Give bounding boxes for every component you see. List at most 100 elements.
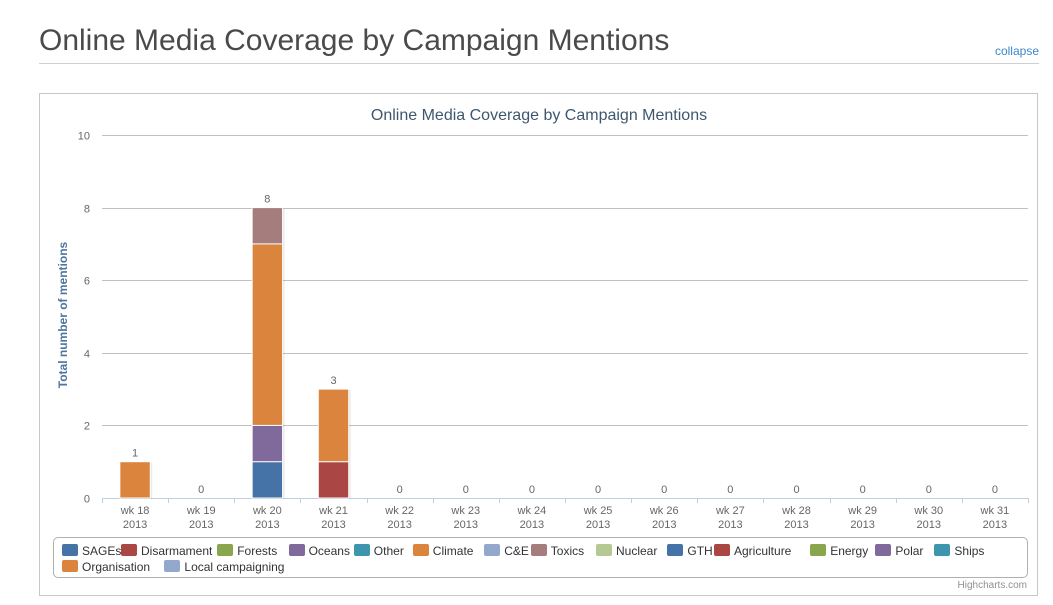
legend-swatch xyxy=(934,544,951,556)
legend-swatch xyxy=(288,544,305,556)
y-tick-label: 4 xyxy=(84,349,90,361)
legend-label: Oceans xyxy=(308,544,350,558)
legend-label: Toxics xyxy=(550,544,585,558)
legend-item[interactable]: Organisation xyxy=(62,559,150,575)
bar-segment[interactable] xyxy=(251,243,284,426)
chart-title: Online Media Coverage by Campaign Mentio… xyxy=(371,107,707,124)
stack-total-label: 0 xyxy=(926,484,932,496)
legend-swatch xyxy=(530,544,547,556)
bar-segment[interactable] xyxy=(119,461,151,499)
page-title: Online Media Coverage by Campaign Mentio… xyxy=(39,24,670,57)
legend-swatch xyxy=(62,560,78,572)
x-tick-label: wk 20 2013 xyxy=(252,505,282,531)
legend-swatch xyxy=(412,544,429,556)
stack-total-label: 3 xyxy=(330,375,336,387)
legend: SAGEs Disarmament Forests Oceans Other Climat… xyxy=(53,537,1028,578)
legend-item[interactable]: Energy xyxy=(810,543,868,559)
x-tick-label: wk 31 2013 xyxy=(980,505,1010,531)
bar-segment[interactable] xyxy=(317,461,350,499)
stack-total-label: 0 xyxy=(793,484,799,496)
x-tick-label: wk 26 2013 xyxy=(649,505,679,531)
page-header: Online Media Coverage by Campaign Mentio… xyxy=(39,0,1039,64)
legend-swatch xyxy=(62,544,78,556)
grid-layer xyxy=(102,135,1029,503)
legend-swatch xyxy=(121,544,137,556)
legend-item[interactable]: Local campaigning xyxy=(164,559,284,575)
stack-total-label: 1 xyxy=(132,448,138,460)
legend-label: C&E xyxy=(504,544,529,558)
stack-total-label: 0 xyxy=(198,484,204,496)
legend-item[interactable]: Toxics xyxy=(530,543,585,559)
legend-item[interactable]: Disarmament xyxy=(121,543,212,559)
legend-item[interactable]: Ships xyxy=(934,543,984,559)
chart-svg: 0 2 4 6 8 10 1 wk 18 2013 0 wk 19 2013 8 wk 20 2013 3 wk… xyxy=(56,107,1029,532)
x-tick-label: wk 24 2013 xyxy=(517,505,547,531)
bars-layer xyxy=(119,207,351,499)
x-tick-label: wk 22 2013 xyxy=(384,505,414,531)
legend-item[interactable]: GTH xyxy=(667,543,713,559)
legend-label: Polar xyxy=(895,544,924,558)
legend-label: Ships xyxy=(954,544,985,558)
x-tick-label: wk 27 2013 xyxy=(715,505,745,531)
legend-label: Nuclear xyxy=(616,544,658,558)
legend-label: SAGEs xyxy=(82,544,122,558)
stack-total-label: 0 xyxy=(727,484,733,496)
legend-label: Energy xyxy=(830,544,869,558)
y-tick-label: 0 xyxy=(84,494,90,506)
legend-swatch xyxy=(714,544,730,556)
y-tick-label: 2 xyxy=(84,421,90,433)
y-axis-title: Total number of mentions xyxy=(56,241,70,388)
credits-link[interactable]: Highcharts.com xyxy=(957,580,1027,591)
legend-label: Agriculture xyxy=(734,544,792,558)
legend-item[interactable]: C&E xyxy=(484,543,529,559)
y-tick-label: 6 xyxy=(84,276,90,288)
legend-swatch xyxy=(353,544,370,556)
legend-item[interactable]: Nuclear xyxy=(596,543,657,559)
legend-label: Disarmament xyxy=(141,544,213,558)
legend-swatch xyxy=(217,544,234,556)
bar-segment[interactable] xyxy=(251,207,284,245)
legend-item[interactable]: SAGEs xyxy=(62,543,121,559)
stack-total-label: 0 xyxy=(595,484,601,496)
legend-swatch xyxy=(875,544,892,556)
x-tick-label: wk 23 2013 xyxy=(450,505,480,531)
x-tick-label: wk 28 2013 xyxy=(781,505,811,531)
y-tick-label: 8 xyxy=(84,204,90,216)
legend-swatch xyxy=(810,544,827,556)
x-tick-label: wk 25 2013 xyxy=(583,505,613,531)
stack-total-label: 8 xyxy=(264,194,270,206)
collapse-link[interactable]: collapse xyxy=(994,44,1039,58)
x-tick-label: wk 29 2013 xyxy=(847,505,877,531)
stack-total-label: 0 xyxy=(860,484,866,496)
x-tick-label: wk 21 2013 xyxy=(318,505,348,531)
stack-total-label: 0 xyxy=(661,484,667,496)
legend-label: Organisation xyxy=(82,560,151,574)
legend-label: GTH xyxy=(687,544,713,558)
bar-segment[interactable] xyxy=(317,388,350,463)
legend-item[interactable]: Polar xyxy=(875,543,923,559)
legend-swatch xyxy=(164,560,181,572)
legend-item[interactable]: Climate xyxy=(412,543,474,559)
x-tick-label: wk 19 2013 xyxy=(186,505,216,531)
stack-total-label: 0 xyxy=(992,484,998,496)
stack-total-label: 0 xyxy=(397,484,403,496)
legend-item[interactable]: Agriculture xyxy=(714,543,791,559)
bar-segment[interactable] xyxy=(251,461,284,499)
legend-item[interactable]: Other xyxy=(353,543,404,559)
legend-label: Forests xyxy=(237,544,278,558)
legend-label: Other xyxy=(373,544,404,558)
legend-item[interactable]: Oceans xyxy=(288,543,350,559)
stack-total-label: 0 xyxy=(463,484,469,496)
labels-layer: 0 2 4 6 8 10 1 wk 18 2013 0 wk 19 2013 8 wk 20 2013 3 wk… xyxy=(78,131,1010,532)
legend-label: Local campaigning xyxy=(184,560,285,574)
stack-total-label: 0 xyxy=(529,484,535,496)
legend-swatch xyxy=(667,544,684,556)
legend-item[interactable]: Forests xyxy=(217,543,277,559)
x-tick-label: wk 30 2013 xyxy=(913,505,943,531)
legend-swatch xyxy=(484,544,501,556)
x-tick-label: wk 18 2013 xyxy=(120,505,150,531)
legend-label: Climate xyxy=(432,544,474,558)
bar-segment[interactable] xyxy=(251,424,284,463)
chart-panel: 0 2 4 6 8 10 1 wk 18 2013 0 wk 19 2013 8 wk 20 2013 3 wk… xyxy=(39,93,1038,596)
y-tick-label: 10 xyxy=(78,131,90,143)
